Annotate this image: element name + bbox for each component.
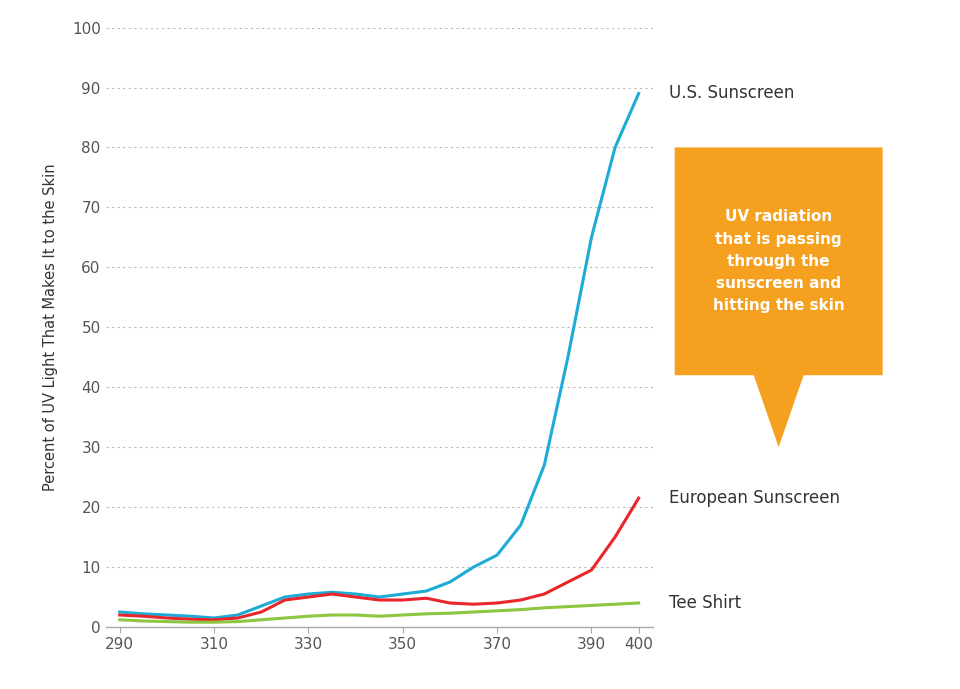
Text: Tee Shirt: Tee Shirt	[669, 594, 741, 612]
Text: U.S. Sunscreen: U.S. Sunscreen	[669, 85, 795, 103]
Y-axis label: Percent of UV Light That Makes It to the Skin: Percent of UV Light That Makes It to the…	[43, 163, 58, 491]
Text: European Sunscreen: European Sunscreen	[669, 489, 840, 507]
Text: UV radiation
that is passing
through the
sunscreen and
hitting the skin: UV radiation that is passing through the…	[712, 209, 845, 313]
